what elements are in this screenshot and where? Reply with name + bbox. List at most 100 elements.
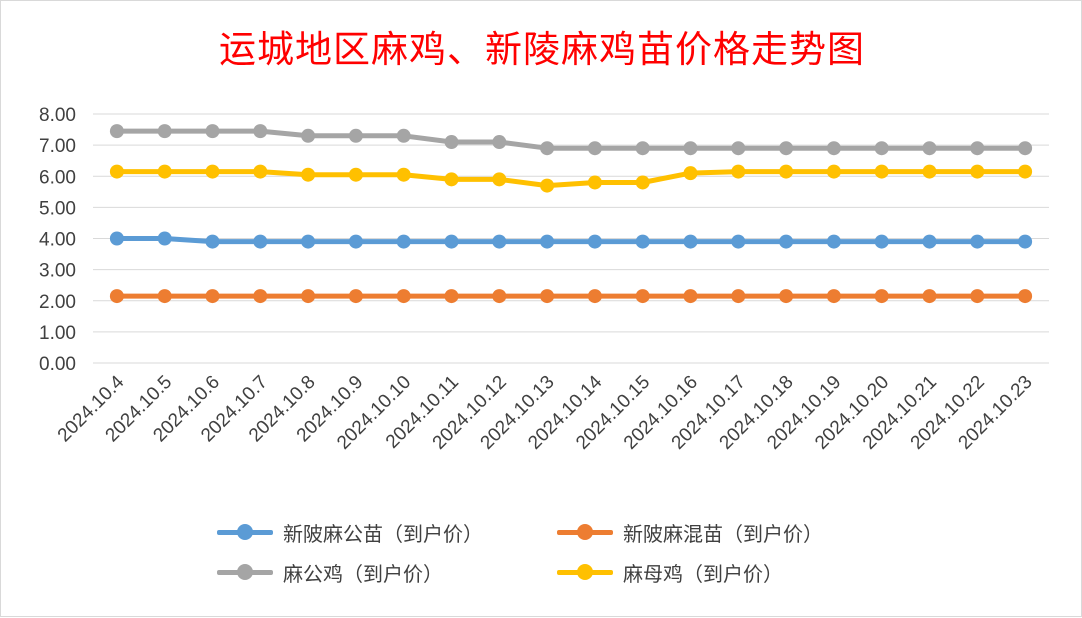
data-point[interactable] [826,234,841,249]
data-point[interactable] [396,128,411,143]
legend-swatch-2 [215,557,275,587]
data-point[interactable] [348,289,363,304]
data-point[interactable] [874,141,889,156]
data-point[interactable] [157,231,172,246]
legend-item-1[interactable]: 新陂麻混苗（到户价） [555,517,823,547]
data-point[interactable] [587,141,602,156]
y-tick-label: 2.00 [39,292,76,313]
data-point[interactable] [970,234,985,249]
data-point[interactable] [205,164,220,179]
data-point[interactable] [109,289,124,304]
data-point[interactable] [157,124,172,139]
data-point[interactable] [301,167,316,182]
data-point[interactable] [492,234,507,249]
data-point[interactable] [301,289,316,304]
data-point[interactable] [109,124,124,139]
data-point[interactable] [826,141,841,156]
data-point[interactable] [109,164,124,179]
legend-item-2[interactable]: 麻公鸡（到户价） [215,557,443,587]
data-point[interactable] [922,289,937,304]
data-point[interactable] [396,234,411,249]
legend-label-1: 新陂麻混苗（到户价） [623,521,823,546]
data-point[interactable] [779,164,794,179]
data-point[interactable] [922,234,937,249]
data-point[interactable] [348,128,363,143]
data-point[interactable] [157,164,172,179]
data-point[interactable] [1018,164,1033,179]
data-point[interactable] [970,141,985,156]
data-point[interactable] [683,141,698,156]
data-point[interactable] [444,135,459,150]
data-point[interactable] [253,164,268,179]
data-point[interactable] [731,234,746,249]
data-point[interactable] [540,289,555,304]
data-point[interactable] [157,289,172,304]
data-point[interactable] [492,135,507,150]
data-point[interactable] [683,289,698,304]
data-point[interactable] [396,167,411,182]
y-tick-label: 5.00 [39,198,76,219]
data-point[interactable] [922,141,937,156]
data-point[interactable] [444,289,459,304]
data-point[interactable] [492,172,507,187]
data-point[interactable] [683,166,698,181]
data-point[interactable] [731,141,746,156]
data-point[interactable] [1018,289,1033,304]
data-point[interactable] [109,231,124,246]
y-tick-label: 4.00 [39,230,76,251]
data-point[interactable] [444,172,459,187]
data-point[interactable] [635,175,650,190]
data-point[interactable] [205,289,220,304]
data-point[interactable] [922,164,937,179]
data-point[interactable] [205,234,220,249]
series-line-2 [114,128,1028,151]
gridlines [93,113,1049,364]
data-point[interactable] [540,234,555,249]
y-tick-label: 1.00 [39,323,76,344]
data-point[interactable] [874,234,889,249]
data-point[interactable] [635,141,650,156]
data-point[interactable] [731,289,746,304]
data-point[interactable] [205,124,220,139]
data-point[interactable] [301,234,316,249]
data-point[interactable] [396,289,411,304]
legend-swatch-1 [555,517,615,547]
data-point[interactable] [348,234,363,249]
data-point[interactable] [779,141,794,156]
data-point[interactable] [635,289,650,304]
data-point[interactable] [826,289,841,304]
data-point[interactable] [540,178,555,193]
data-point[interactable] [731,164,746,179]
data-point[interactable] [683,234,698,249]
data-point[interactable] [540,141,555,156]
data-point[interactable] [779,234,794,249]
data-point[interactable] [444,234,459,249]
data-point[interactable] [826,164,841,179]
data-point[interactable] [1018,234,1033,249]
y-tick-label: 0.00 [39,354,76,375]
data-point[interactable] [301,128,316,143]
data-point[interactable] [779,289,794,304]
data-point[interactable] [253,289,268,304]
data-point[interactable] [587,175,602,190]
legend-item-3[interactable]: 麻母鸡（到户价） [555,557,783,587]
data-point[interactable] [348,167,363,182]
series-lines [109,124,1033,304]
data-point[interactable] [1018,141,1033,156]
data-point[interactable] [970,289,985,304]
data-point[interactable] [587,289,602,304]
data-point[interactable] [253,124,268,139]
data-point[interactable] [587,234,602,249]
data-point[interactable] [970,164,985,179]
data-point[interactable] [253,234,268,249]
legend-item-0[interactable]: 新陂麻公苗（到户价） [215,517,483,547]
y-tick-label: 7.00 [39,136,76,157]
data-point[interactable] [635,234,650,249]
y-tick-label: 8.00 [39,105,76,126]
legend-label-2: 麻公鸡（到户价） [283,561,443,586]
data-point[interactable] [874,164,889,179]
data-point[interactable] [874,289,889,304]
data-point[interactable] [492,289,507,304]
series-line-3 [114,169,1028,189]
